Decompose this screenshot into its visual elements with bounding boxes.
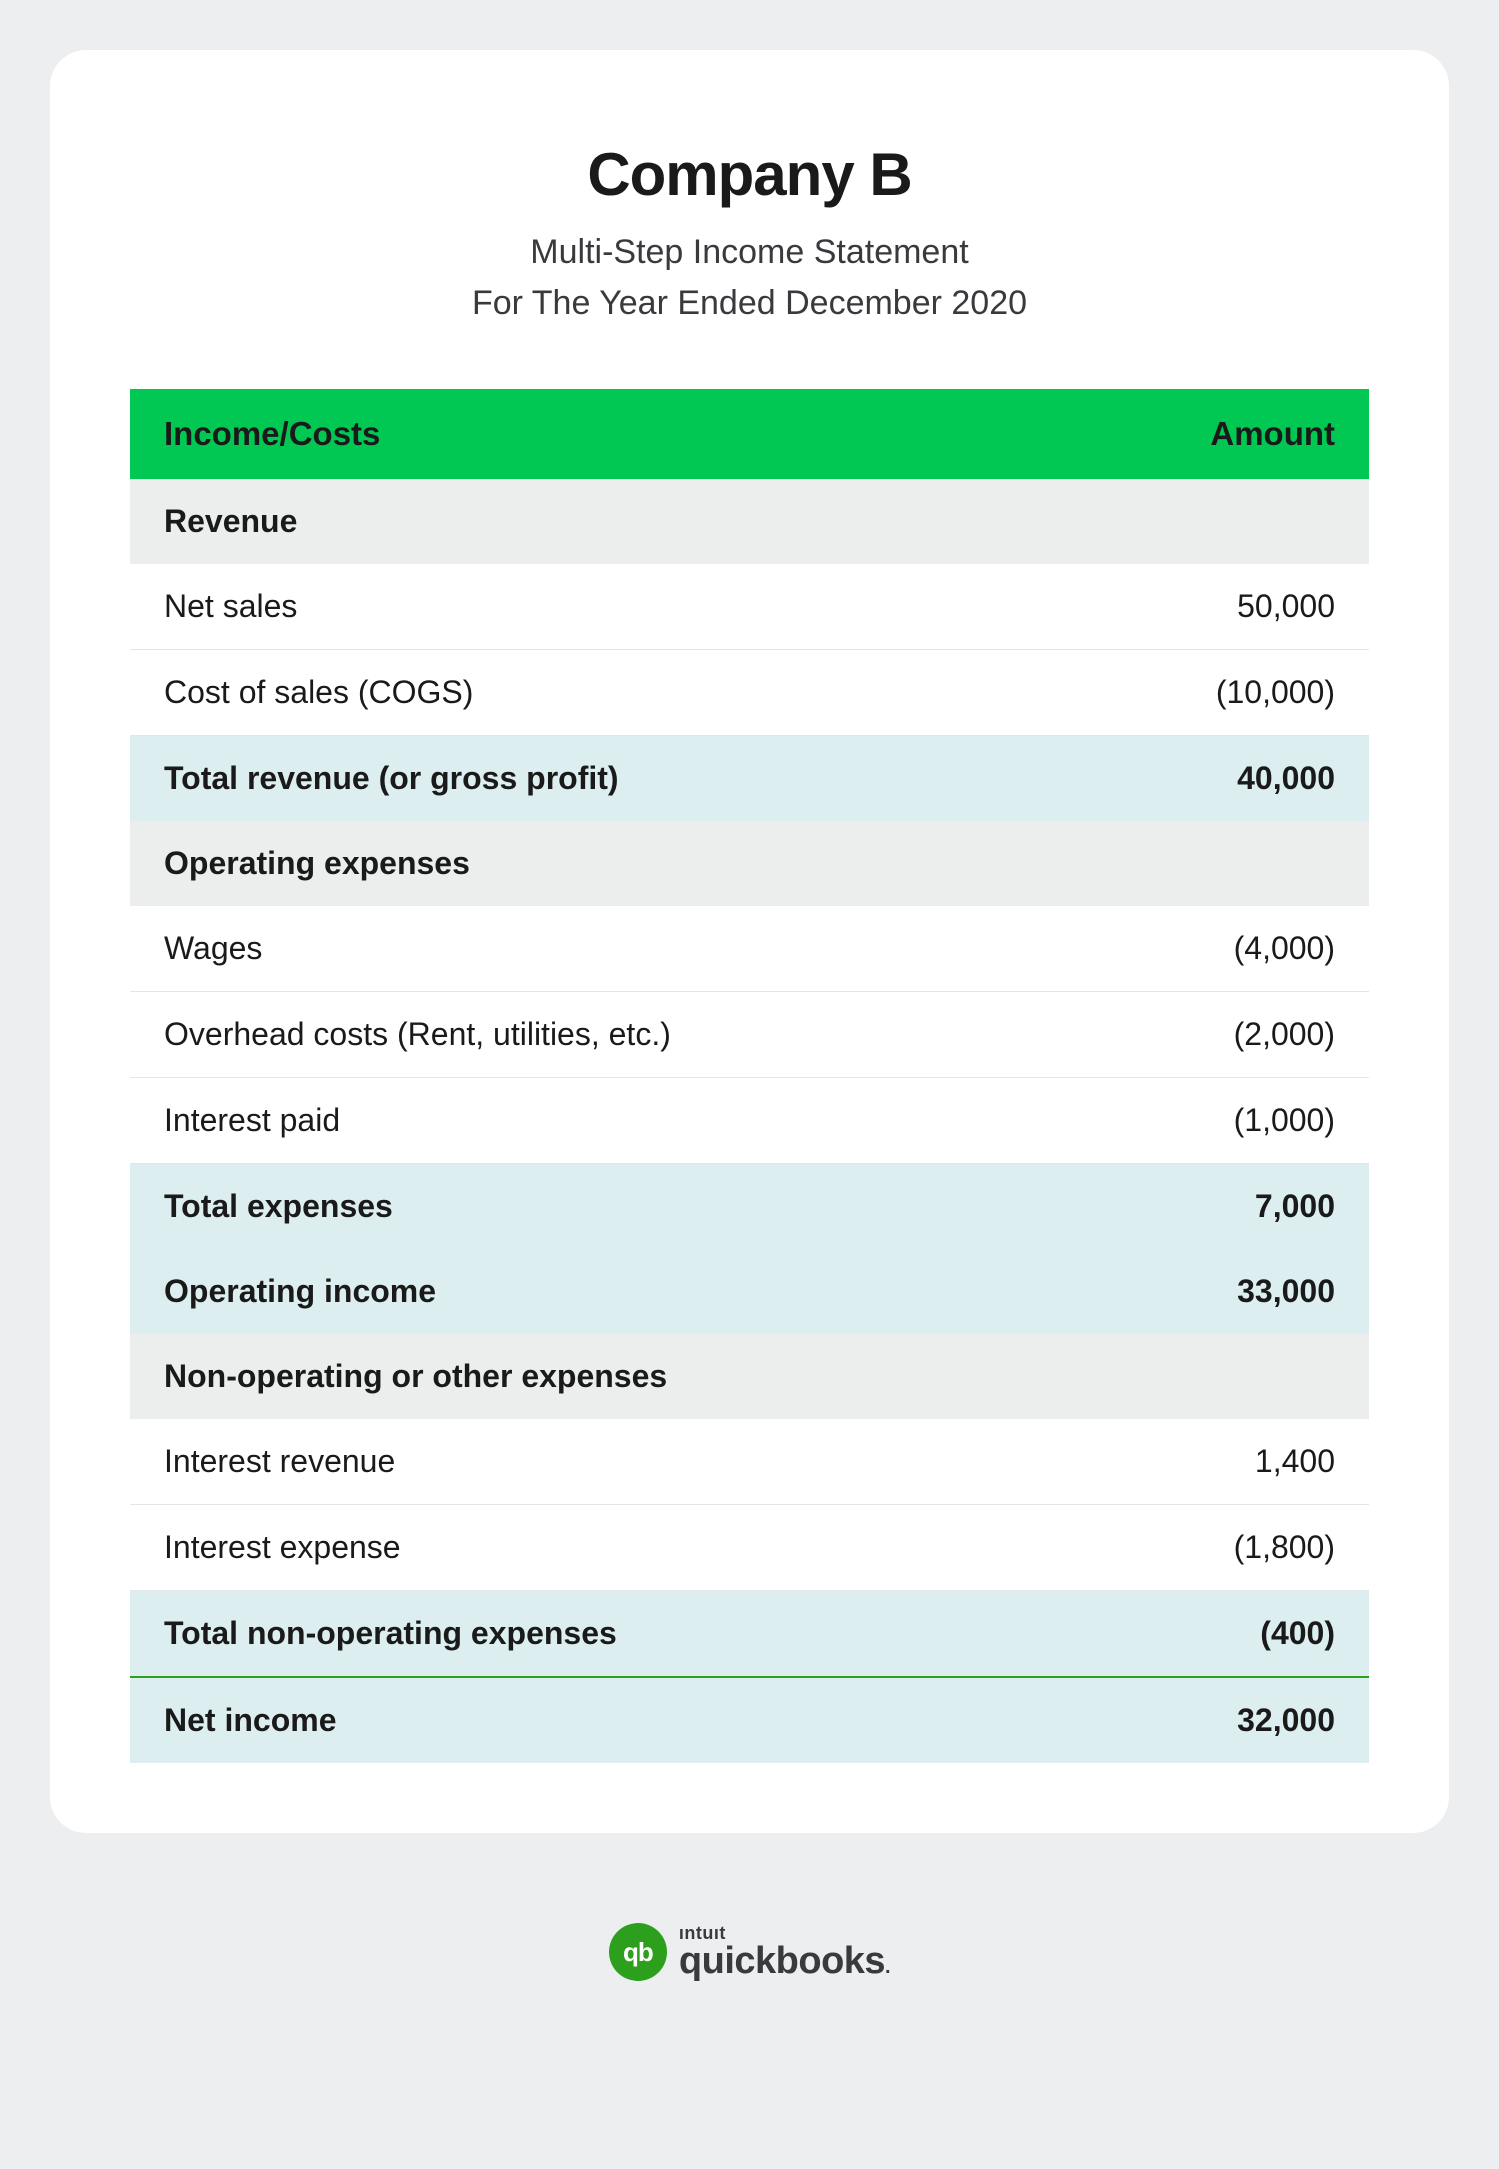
row-amount: 50,000 (1058, 564, 1369, 650)
col-label: Income/Costs (130, 389, 1058, 479)
table-row: Wages(4,000) (130, 906, 1369, 992)
footer: qb ıntuıt quickbooks. (50, 1923, 1449, 1981)
row-amount: (2,000) (1058, 992, 1369, 1078)
row-label: Cost of sales (COGS) (130, 650, 1058, 736)
row-amount: 32,000 (1058, 1677, 1369, 1763)
row-amount: 33,000 (1058, 1249, 1369, 1334)
row-label: Overhead costs (Rent, utilities, etc.) (130, 992, 1058, 1078)
table-row: Non-operating or other expenses (130, 1334, 1369, 1419)
table-row: Interest paid(1,000) (130, 1078, 1369, 1164)
row-amount: 40,000 (1058, 736, 1369, 822)
table-row: Interest expense(1,800) (130, 1505, 1369, 1591)
row-label: Total revenue (or gross profit) (130, 736, 1058, 822)
row-label: Non-operating or other expenses (130, 1334, 1058, 1419)
row-label: Net income (130, 1677, 1058, 1763)
row-label: Net sales (130, 564, 1058, 650)
table-row: Operating expenses (130, 821, 1369, 906)
row-amount: (10,000) (1058, 650, 1369, 736)
row-label: Total non-operating expenses (130, 1591, 1058, 1678)
row-amount: (1,000) (1058, 1078, 1369, 1164)
row-label: Interest revenue (130, 1419, 1058, 1505)
row-amount: 1,400 (1058, 1419, 1369, 1505)
income-statement-table: Income/Costs Amount RevenueNet sales50,0… (130, 389, 1369, 1763)
quickbooks-logo: qb ıntuıt quickbooks. (609, 1923, 890, 1981)
table-row: Total non-operating expenses(400) (130, 1591, 1369, 1678)
table-row: Net income32,000 (130, 1677, 1369, 1763)
table-row: Revenue (130, 479, 1369, 564)
table-row: Net sales50,000 (130, 564, 1369, 650)
row-label: Operating expenses (130, 821, 1058, 906)
row-amount (1058, 479, 1369, 564)
row-amount: (1,800) (1058, 1505, 1369, 1591)
row-label: Operating income (130, 1249, 1058, 1334)
row-amount: (400) (1058, 1591, 1369, 1678)
col-amount: Amount (1058, 389, 1369, 479)
statement-subtitle-1: Multi-Step Income Statement (130, 227, 1369, 278)
row-amount (1058, 821, 1369, 906)
table-row: Operating income33,000 (130, 1249, 1369, 1334)
row-amount: 7,000 (1058, 1164, 1369, 1250)
statement-heading: Company B Multi-Step Income Statement Fo… (130, 140, 1369, 329)
row-amount: (4,000) (1058, 906, 1369, 992)
row-label: Interest paid (130, 1078, 1058, 1164)
table-row: Cost of sales (COGS)(10,000) (130, 650, 1369, 736)
company-name: Company B (130, 140, 1369, 209)
table-row: Total revenue (or gross profit)40,000 (130, 736, 1369, 822)
row-label: Interest expense (130, 1505, 1058, 1591)
quickbooks-wordmark: ıntuıt quickbooks. (679, 1924, 890, 1980)
row-amount (1058, 1334, 1369, 1419)
row-label: Total expenses (130, 1164, 1058, 1250)
row-label: Revenue (130, 479, 1058, 564)
table-row: Interest revenue1,400 (130, 1419, 1369, 1505)
statement-card: Company B Multi-Step Income Statement Fo… (50, 50, 1449, 1833)
table-row: Overhead costs (Rent, utilities, etc.)(2… (130, 992, 1369, 1078)
statement-subtitle-2: For The Year Ended December 2020 (130, 278, 1369, 329)
table-header-row: Income/Costs Amount (130, 389, 1369, 479)
row-label: Wages (130, 906, 1058, 992)
quickbooks-badge-icon: qb (609, 1923, 667, 1981)
quickbooks-text: quickbooks. (679, 1942, 890, 1980)
table-row: Total expenses7,000 (130, 1164, 1369, 1250)
